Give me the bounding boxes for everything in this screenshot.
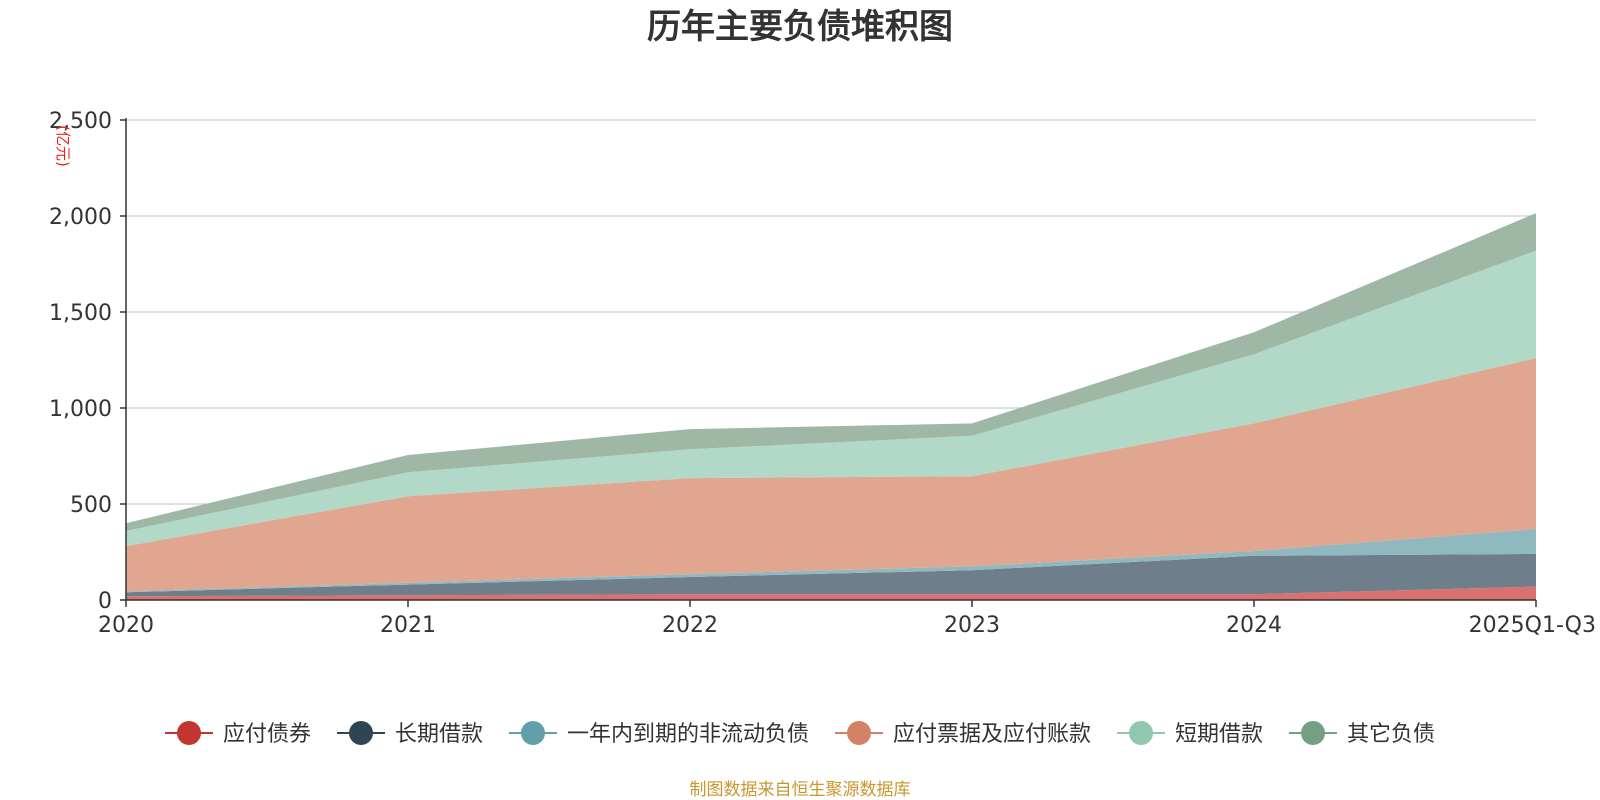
y-axis-unit-label: (亿元) [54,125,72,167]
x-tick-label-3: 2023 [944,613,1000,638]
legend: 应付债券 长期借款 一年内到期的非流动负债 应付票据及应付账款 短期借款 其它负债 [165,721,1435,747]
area-series [126,213,1536,600]
x-tick-label-5: 2025Q1-Q3 [1469,613,1596,638]
legend-item-0: 应付债券 [165,721,311,747]
chart-title: 历年主要负债堆积图 [647,7,953,47]
legend-item-3: 应付票据及应付账款 [835,721,1091,747]
axes: 0 500 1,000 1,500 2,000 2,500 2020 2021 2022 2023… [49,109,1596,638]
legend-label-5: 其它负债 [1347,722,1435,747]
x-tick-label-4: 2024 [1226,613,1282,638]
y-tick-label-3: 1,500 [49,301,112,326]
legend-label-3: 应付票据及应付账款 [893,722,1091,747]
legend-label-1: 长期借款 [395,722,483,747]
x-tick-label-0: 2020 [98,613,154,638]
y-tick-label-2: 1,000 [49,397,112,422]
legend-item-4: 短期借款 [1117,721,1263,747]
legend-label-0: 应付债券 [223,722,311,747]
area-series-4 [126,250,1536,547]
legend-marker-2 [521,721,545,745]
area-series-0 [126,586,1536,600]
y-tick-label-0: 0 [98,589,112,614]
legend-marker-0 [177,721,201,745]
area-series-3 [126,358,1536,592]
legend-label-2: 一年内到期的非流动负债 [567,722,809,747]
legend-marker-1 [349,721,373,745]
legend-item-2: 一年内到期的非流动负债 [509,721,809,747]
area-series-1 [126,553,1536,597]
y-tick-label-1: 500 [70,493,112,518]
area-series-5 [126,213,1536,531]
legend-item-1: 长期借款 [337,721,483,747]
legend-item-5: 其它负债 [1289,721,1435,747]
x-tick-label-2: 2022 [662,613,718,638]
legend-marker-4 [1129,721,1153,745]
x-tick-label-1: 2021 [380,613,436,638]
y-tick-label-4: 2,000 [49,205,112,230]
legend-label-4: 短期借款 [1175,722,1263,747]
data-source-note: 制图数据来自恒生聚源数据库 [690,780,911,800]
legend-marker-3 [847,721,871,745]
y-tick-label-5: 2,500 [49,109,112,134]
legend-marker-5 [1301,721,1325,745]
